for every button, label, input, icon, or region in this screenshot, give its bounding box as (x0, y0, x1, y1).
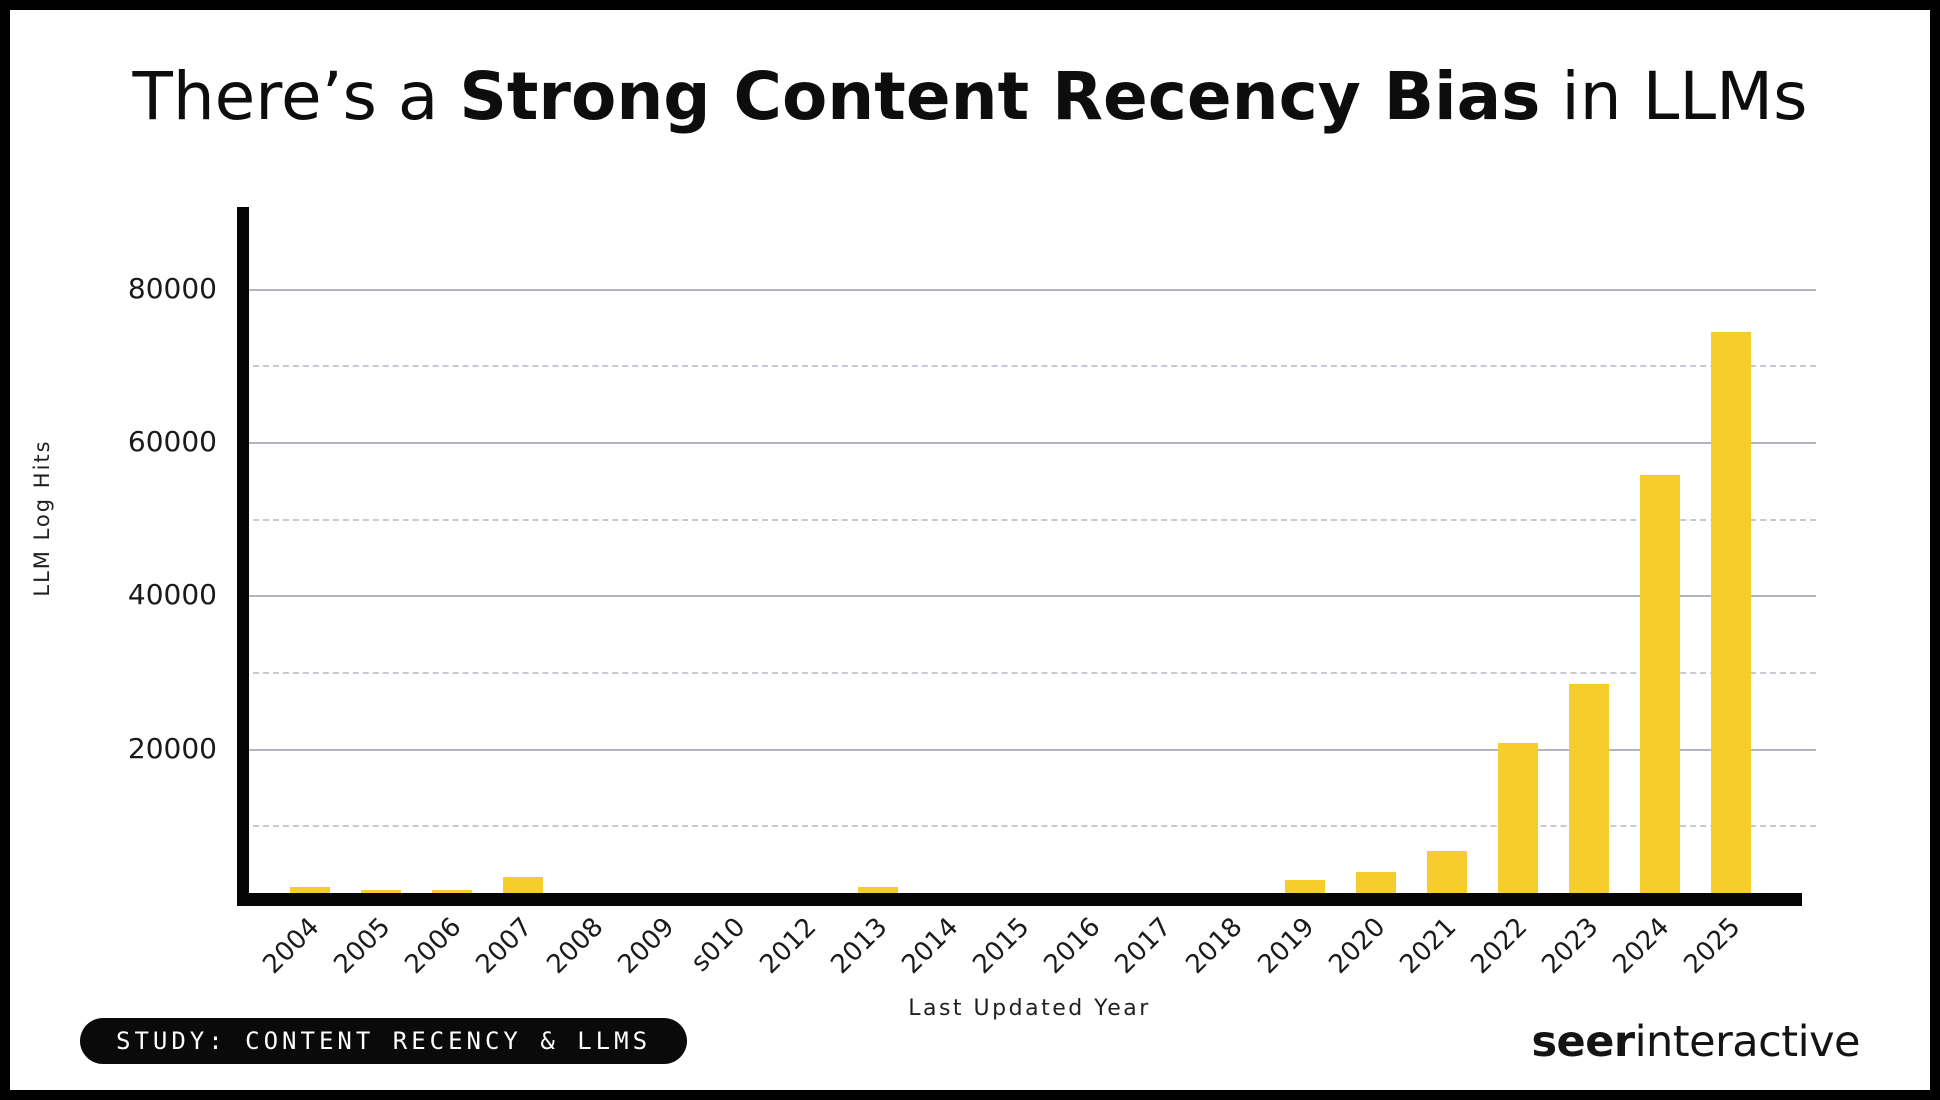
logo-bold-part: seer (1531, 1017, 1635, 1067)
bar-2022 (1497, 742, 1538, 902)
bar-2024 (1639, 475, 1680, 902)
x-tick-label: 2024 (1607, 912, 1676, 981)
bar-2023 (1568, 684, 1609, 902)
x-tick-label: 2014 (896, 912, 965, 981)
y-tick-label: 80000 (127, 271, 217, 305)
y-tick-label: 40000 (127, 578, 217, 612)
x-axis-title: Last Updated Year (908, 996, 1151, 1021)
x-tick-label: 2021 (1394, 912, 1463, 981)
major-gridline (243, 748, 1816, 751)
x-tick-label: 2017 (1109, 912, 1178, 981)
major-gridline (243, 288, 1816, 291)
x-tick-label: 2007 (470, 912, 539, 981)
x-tick-label: 2009 (612, 912, 681, 981)
logo-regular-part: interactive (1634, 1017, 1861, 1067)
y-tick-label: 20000 (127, 731, 217, 765)
x-tick-label: 2012 (754, 912, 823, 981)
x-tick-label: 2019 (1251, 912, 1320, 981)
seer-interactive-logo: seerinteractive (1531, 1018, 1860, 1066)
bar-2025 (1711, 331, 1751, 902)
title-prefix: There’s a (132, 58, 460, 135)
minor-gridline (243, 672, 1816, 675)
x-tick-label: 2015 (967, 912, 1036, 981)
x-axis-spine (237, 893, 1802, 906)
title-suffix: in LLMs (1540, 58, 1808, 135)
y-tick-label: 60000 (127, 425, 217, 459)
x-tick-label: 2013 (825, 912, 894, 981)
x-tick-label: 2004 (257, 912, 326, 981)
x-tick-label: 2005 (328, 912, 397, 981)
x-tick-label: 2018 (1180, 912, 1249, 981)
y-axis-title: LLM Log Hits (30, 439, 54, 597)
minor-gridline (243, 518, 1816, 521)
x-tick-label: 2016 (1038, 912, 1107, 981)
minor-gridline (243, 825, 1816, 828)
x-tick-label: 2025 (1678, 912, 1747, 981)
y-axis-spine (237, 207, 249, 906)
x-tick-label: 2022 (1465, 912, 1534, 981)
title-emphasis: Strong Content Recency Bias (459, 58, 1541, 135)
minor-gridline (243, 365, 1816, 368)
x-tick-label: 2006 (399, 912, 468, 981)
x-tick-label: 2023 (1536, 912, 1605, 981)
x-tick-label: s010 (685, 912, 752, 978)
x-tick-label: 2020 (1322, 912, 1391, 981)
x-tick-label: 2008 (541, 912, 610, 981)
study-badge: STUDY: CONTENT RECENCY & LLMS (80, 1018, 688, 1064)
page-title: There’s a Strong Content Recency Bias in… (10, 58, 1930, 135)
bar-chart: 20000 40000 60000 80000 2004 2005 2006 2007 2008… (10, 10, 1930, 1090)
major-gridline (243, 595, 1816, 598)
major-gridline (243, 442, 1816, 445)
study-badge-label: STUDY: CONTENT RECENCY & LLMS (116, 1027, 652, 1055)
